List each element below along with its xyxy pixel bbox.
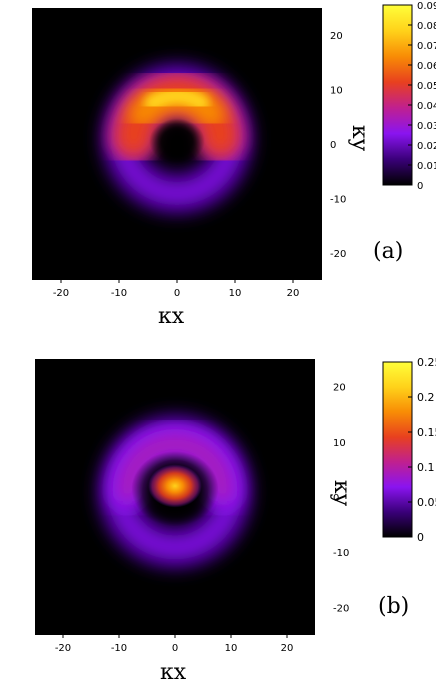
x-tick-label: -20 (53, 288, 69, 299)
heatmap-plot-b: -20 -10 0 10 20 20 10 0 -10 -20 0 0.05 0.1 0.15 0.2 0.2… (35, 356, 436, 654)
heatmap-central-spot (148, 464, 202, 508)
colorbar-tick-label: 0 (417, 181, 423, 192)
y-tick-label: 20 (330, 31, 343, 42)
y-tick-label: -20 (330, 249, 346, 260)
y-tick-label: 10 (330, 86, 343, 97)
y-tick-label: -20 (333, 603, 349, 614)
y-axis-label-a: κy (347, 124, 373, 152)
heatmap-panel-a: -20 -10 0 10 20 20 10 0 -10 -20 0 0.01 0.02 0.03 0.04 0… (0, 0, 436, 340)
y-tick-label: 0 (333, 493, 339, 504)
x-axis-label-a: κx (158, 304, 185, 329)
colorbar-tick-label: 0.2 (417, 391, 435, 404)
panel-label-b: (b) (378, 594, 410, 619)
colorbar-tick-label: 0.25 (417, 356, 436, 369)
x-tick-label: -10 (111, 643, 127, 654)
colorbar (382, 4, 413, 186)
colorbar-tick-label: 0.01 (417, 161, 436, 172)
heatmap-panel-b: -20 -10 0 10 20 20 10 0 -10 -20 0 0.05 0.1 0.15 0.2 0.2… (0, 352, 436, 685)
colorbar-tick-label: 0.05 (417, 496, 436, 509)
colorbar-tick-label: 0.09 (417, 1, 436, 12)
heatmap-field (95, 411, 255, 571)
x-tick-label: 20 (281, 643, 294, 654)
colorbar-tick-label: 0.05 (417, 81, 436, 92)
colorbar-tick-label: 0.15 (417, 426, 436, 439)
colorbar-tick-label: 0.04 (417, 101, 436, 112)
heatmap-plot-a: -20 -10 0 10 20 20 10 0 -10 -20 0 0.01 0.02 0.03 0.04 0… (32, 1, 436, 299)
y-axis-label-b: κy (329, 479, 355, 507)
x-tick-label: 0 (172, 643, 178, 654)
heatmap-central-minimum (149, 118, 205, 164)
x-tick-label: 0 (174, 288, 180, 299)
x-tick-label: -20 (55, 643, 71, 654)
heatmap-field (99, 60, 255, 217)
y-tick-label: 20 (333, 383, 346, 394)
colorbar-tick-label: 0.1 (417, 461, 435, 474)
heatmap-arc-peak (144, 87, 210, 112)
x-tick-label: 10 (229, 288, 242, 299)
colorbar-tick-label: 0.06 (417, 61, 436, 72)
colorbar-tick-label: 0.03 (417, 121, 436, 132)
x-tick-label: 10 (225, 643, 238, 654)
x-tick-label: 20 (287, 288, 300, 299)
panel-label-a: (a) (373, 239, 404, 264)
y-tick-label: 10 (333, 438, 346, 449)
y-tick-label: -10 (330, 194, 346, 205)
colorbar (382, 361, 413, 538)
heatmap-arc-mid (117, 433, 233, 502)
x-tick-label: -10 (111, 288, 127, 299)
y-tick-label: -10 (333, 548, 349, 559)
colorbar-tick-label: 0.07 (417, 41, 436, 52)
colorbar-tick-label: 0.08 (417, 21, 436, 32)
x-axis-label-b: κx (160, 660, 187, 685)
colorbar-tick-label: 0.02 (417, 141, 436, 152)
y-tick-label: 0 (330, 140, 336, 151)
colorbar-tick-label: 0 (417, 531, 424, 544)
